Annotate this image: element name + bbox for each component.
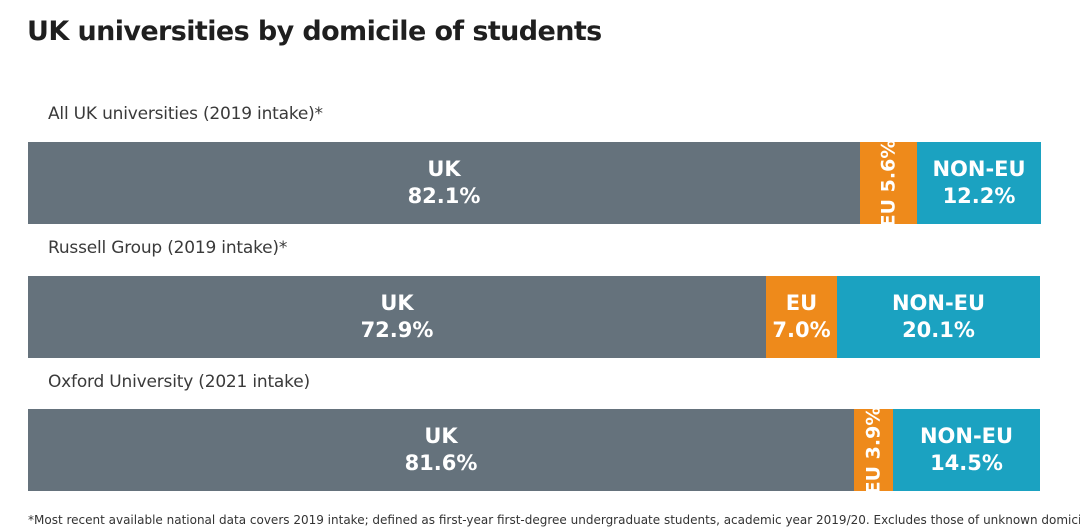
segment-vertical-label: EU 5.6% (877, 142, 899, 224)
segment-label: EU (785, 291, 818, 315)
segment-label: NON-EU (891, 291, 986, 315)
row-label-all-uk: All UK universities (2019 intake)* (48, 104, 323, 124)
segment-non-eu: NON-EU 20.1% (837, 276, 1040, 358)
segment-label: UK (427, 157, 461, 181)
segment-value: 72.9% (360, 318, 434, 342)
segment-non-eu: NON-EU 14.5% (893, 409, 1040, 491)
segment-label: UK (380, 291, 414, 315)
bar-all-uk: UK 82.1% EU 5.6% NON-EU 12.2% (28, 142, 1041, 224)
footnote: *Most recent available national data cov… (28, 513, 1080, 527)
segment-value: 82.1% (407, 184, 481, 208)
segment-value: 81.6% (404, 451, 478, 475)
segment-eu: EU 5.6% (860, 142, 917, 224)
row-label-russell-group: Russell Group (2019 intake)* (48, 238, 288, 258)
segment-eu: EU 7.0% (766, 276, 837, 358)
segment-value: 12.2% (942, 184, 1016, 208)
segment-label: UK (424, 424, 458, 448)
segment-value: 7.0% (772, 318, 831, 342)
segment-eu: EU 3.9% (854, 409, 893, 491)
segment-label: NON-EU (932, 157, 1026, 181)
segment-uk: UK 82.1% (28, 142, 860, 224)
bar-russell-group: UK 72.9% EU 7.0% NON-EU 20.1% (28, 276, 1040, 358)
segment-label: NON-EU (919, 424, 1014, 448)
segment-non-eu: NON-EU 12.2% (917, 142, 1041, 224)
segment-vertical-label: EU 3.9% (862, 409, 884, 491)
bar-oxford: UK 81.6% EU 3.9% NON-EU 14.5% (28, 409, 1040, 491)
segment-value: 14.5% (930, 451, 1003, 475)
segment-uk: UK 72.9% (28, 276, 766, 358)
row-label-oxford: Oxford University (2021 intake) (48, 372, 310, 392)
chart-title: UK universities by domicile of students (27, 16, 602, 47)
segment-value: 20.1% (902, 318, 975, 342)
segment-uk: UK 81.6% (28, 409, 854, 491)
